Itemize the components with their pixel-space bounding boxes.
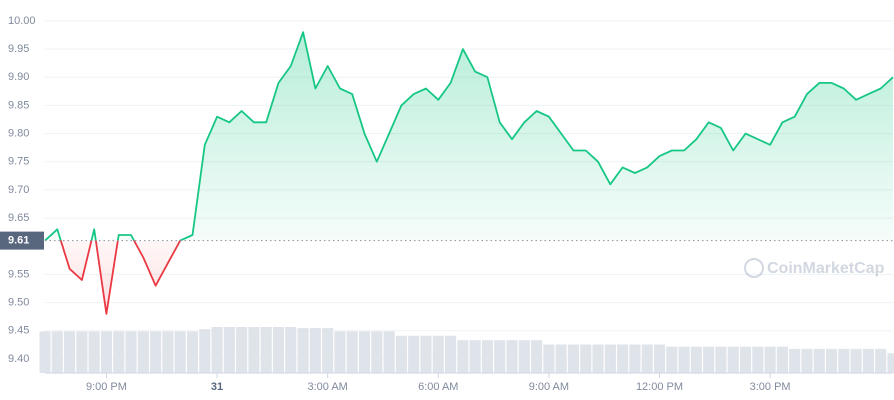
x-tick-label: 9:00 PM bbox=[86, 381, 127, 393]
x-tick-label: 12:00 PM bbox=[636, 381, 683, 393]
volume-bar bbox=[223, 327, 235, 373]
y-tick-label: 9.90 bbox=[8, 71, 29, 83]
volume-bar bbox=[469, 340, 481, 373]
volume-bar bbox=[408, 335, 420, 373]
y-tick-label: 9.85 bbox=[8, 99, 29, 111]
volume-bar bbox=[186, 331, 199, 373]
volume-bar bbox=[678, 346, 690, 373]
y-tick-label: 9.50 bbox=[8, 296, 29, 308]
x-tick-label: 6:00 AM bbox=[418, 381, 458, 393]
price-line bbox=[44, 31, 894, 315]
volume-bar bbox=[395, 335, 407, 373]
volume-bar bbox=[813, 348, 825, 373]
volume-bar bbox=[789, 348, 801, 373]
volume-bar bbox=[51, 331, 63, 373]
volume-bar bbox=[715, 346, 727, 373]
volume-bar bbox=[285, 327, 297, 373]
volume-bar bbox=[776, 346, 788, 373]
volume-bar bbox=[125, 331, 137, 373]
watermark-text: CoinMarketCap bbox=[767, 260, 885, 277]
volume-bar bbox=[272, 327, 285, 373]
volume-bar bbox=[690, 346, 702, 373]
volume-bar bbox=[248, 327, 260, 373]
volume-bar bbox=[64, 331, 76, 373]
volume-bar bbox=[236, 327, 248, 373]
volume-bar bbox=[137, 331, 149, 373]
price-area bbox=[45, 32, 893, 314]
y-tick-label: 10.00 bbox=[8, 15, 36, 27]
y-tick-label: 9.95 bbox=[8, 43, 29, 55]
volume-bar bbox=[666, 346, 678, 373]
y-tick-label: 9.55 bbox=[8, 268, 29, 280]
volume-bar bbox=[764, 346, 776, 373]
baseline-badge bbox=[0, 231, 44, 250]
volume-bar bbox=[100, 331, 113, 373]
volume-bar bbox=[567, 344, 580, 373]
y-tick-label: 9.45 bbox=[8, 325, 29, 337]
volume-bar bbox=[309, 328, 321, 373]
volume-bar bbox=[887, 353, 894, 373]
volume-bar bbox=[371, 331, 383, 373]
volume-bar bbox=[211, 327, 223, 373]
volume-bar bbox=[739, 346, 752, 373]
volume-bar bbox=[334, 331, 346, 373]
x-tick-label: 3:00 PM bbox=[750, 381, 791, 393]
y-tick-label: 9.40 bbox=[8, 353, 29, 365]
volume-bar bbox=[555, 344, 567, 373]
volume-bar bbox=[481, 340, 493, 373]
baseline-label: 9.61 bbox=[8, 235, 29, 247]
volume-bar bbox=[150, 331, 162, 373]
volume-bar bbox=[199, 329, 211, 373]
volume-bar bbox=[76, 331, 88, 373]
volume-bar bbox=[825, 348, 838, 373]
volume-bar bbox=[617, 344, 629, 373]
x-tick-label: 9:00 AM bbox=[529, 381, 569, 393]
volume-bar bbox=[113, 331, 125, 373]
volume-bar bbox=[346, 331, 358, 373]
volume-bar bbox=[162, 331, 174, 373]
volume-bar bbox=[641, 344, 653, 373]
volume-bar bbox=[604, 344, 616, 373]
volume-bar bbox=[297, 328, 309, 373]
y-tick-label: 9.65 bbox=[8, 212, 29, 224]
watermark-logo bbox=[744, 258, 764, 278]
volume-bar bbox=[629, 344, 641, 373]
volume-bar bbox=[358, 331, 371, 373]
volume-bar bbox=[518, 340, 530, 373]
volume-bar bbox=[322, 328, 334, 373]
volume-bar bbox=[88, 331, 100, 373]
volume-bar bbox=[580, 344, 592, 373]
volume-bar bbox=[801, 348, 813, 373]
volume-bar bbox=[703, 346, 715, 373]
y-tick-label: 9.80 bbox=[8, 127, 29, 139]
volume-bar bbox=[494, 340, 506, 373]
volume-bar bbox=[653, 344, 666, 373]
volume-bar bbox=[445, 335, 457, 373]
volume-bar bbox=[862, 348, 874, 373]
volume-bar bbox=[174, 331, 186, 373]
volume-bar bbox=[838, 348, 850, 373]
x-tick-label: 31 bbox=[211, 381, 223, 393]
volume-bar bbox=[531, 340, 543, 373]
volume-bar bbox=[875, 348, 887, 373]
volume-bar bbox=[543, 344, 555, 373]
volume-bar bbox=[260, 327, 272, 373]
x-tick-label: 3:00 AM bbox=[307, 381, 347, 393]
volume-bar bbox=[727, 346, 739, 373]
volume-bar bbox=[432, 335, 444, 373]
watermark: CoinMarketCap bbox=[744, 258, 885, 278]
volume-bar bbox=[850, 348, 862, 373]
volume-bar bbox=[457, 340, 469, 373]
y-tick-label: 9.75 bbox=[8, 156, 29, 168]
volume-bar bbox=[39, 331, 51, 373]
volume-bar bbox=[592, 344, 604, 373]
y-tick-label: 9.70 bbox=[8, 184, 29, 196]
volume-bar bbox=[506, 340, 518, 373]
volume-bar bbox=[383, 331, 395, 373]
volume-bar bbox=[752, 346, 764, 373]
volume-bar bbox=[420, 335, 432, 373]
